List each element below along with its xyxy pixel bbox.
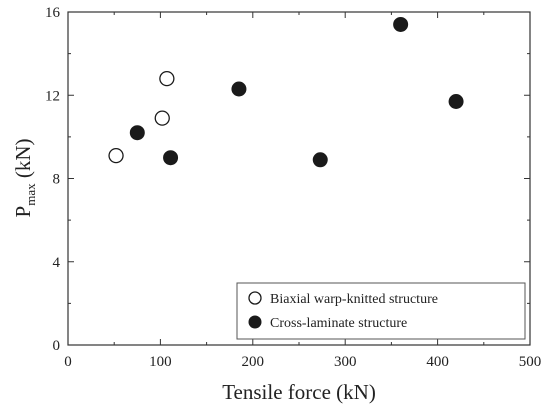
y-axis-title-subscript: max xyxy=(23,183,38,206)
x-tick-label: 0 xyxy=(64,354,72,370)
y-axis-title-unit: (kN) xyxy=(11,139,35,184)
data-point-biaxial xyxy=(159,70,175,87)
data-point-biaxial xyxy=(108,147,124,164)
data-points xyxy=(108,16,464,168)
y-axis-title: Pmax (kN) xyxy=(11,139,38,218)
data-point-cross-laminate xyxy=(163,150,179,166)
legend-label-biaxial: Biaxial warp-knitted structure xyxy=(270,292,438,307)
legend: Biaxial warp-knitted structure Cross-lam… xyxy=(236,282,526,340)
x-tick-label: 300 xyxy=(334,354,357,370)
legend-label-cross-laminate: Cross-laminate structure xyxy=(270,316,407,331)
x-tick-label: 500 xyxy=(519,354,542,370)
legend-filled-circle-icon xyxy=(248,315,262,329)
x-tick-label: 200 xyxy=(242,354,265,370)
data-point-cross-laminate xyxy=(448,93,464,109)
data-point-biaxial xyxy=(154,110,170,126)
y-tick-label: 12 xyxy=(45,88,60,104)
y-tick-label: 4 xyxy=(53,255,61,271)
legend-box xyxy=(236,282,526,340)
data-point-cross-laminate xyxy=(393,16,409,32)
x-tick-label: 100 xyxy=(149,354,172,370)
data-point-cross-laminate xyxy=(312,152,328,168)
legend-open-circle-icon xyxy=(248,291,262,305)
y-tick-label: 8 xyxy=(53,172,61,188)
y-tick-label: 16 xyxy=(45,5,61,21)
axis-ticks: 0 100 200 300 400 500 0 4 8 12 16 xyxy=(45,5,541,370)
x-axis-title: Tensile force (kN) xyxy=(222,380,376,404)
x-tick-label: 400 xyxy=(426,354,449,370)
y-axis-title-main: P xyxy=(11,206,35,218)
data-point-cross-laminate xyxy=(231,81,247,97)
data-point-cross-laminate xyxy=(129,125,145,141)
y-tick-label: 0 xyxy=(53,338,61,354)
